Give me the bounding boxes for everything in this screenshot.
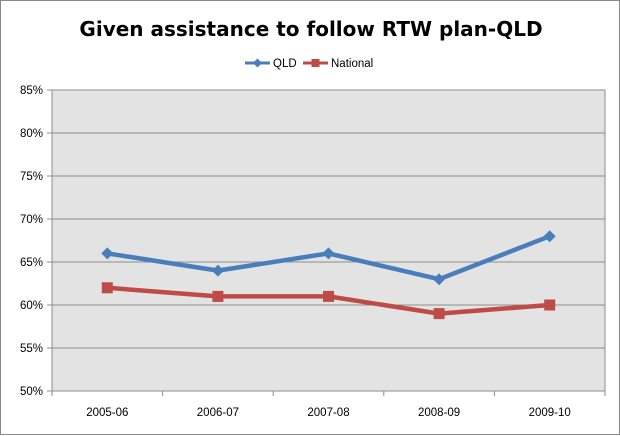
- series-qld: [101, 230, 556, 286]
- y-tick-label: 70%: [20, 214, 43, 226]
- y-tick-label: 85%: [20, 85, 43, 97]
- y-axis: 50% 55% 60% 65% 70% 75% 80% 85%: [20, 85, 52, 398]
- x-tick-label: 2008-09: [418, 407, 460, 419]
- x-tick-label: 2006-07: [197, 407, 239, 419]
- y-tick-label: 50%: [20, 386, 43, 398]
- qld-data-point: [101, 247, 114, 260]
- qld-data-point: [433, 273, 446, 286]
- x-axis: 2005-06 2006-07 2007-08 2008-09 2009-10: [51, 391, 606, 419]
- national-data-point: [433, 308, 445, 320]
- national-data-point: [544, 299, 556, 311]
- qld-data-point: [211, 264, 224, 277]
- qld-data-point: [322, 247, 335, 260]
- chart-title: Given assistance to follow RTW plan-QLD: [79, 17, 542, 41]
- legend-item-national: National: [303, 58, 373, 70]
- y-tick-label: 60%: [20, 300, 43, 312]
- gridlines: [52, 132, 605, 349]
- series-national: [101, 282, 556, 320]
- national-data-point: [323, 290, 334, 302]
- national-data-point: [212, 290, 224, 302]
- y-tick-label: 80%: [20, 128, 43, 140]
- y-tick-label: 55%: [20, 343, 43, 355]
- y-tick-label: 75%: [20, 171, 43, 183]
- legend-marker: [253, 58, 262, 68]
- x-tick-label: 2007-08: [307, 407, 349, 419]
- legend-label: QLD: [273, 58, 297, 70]
- x-tick-label: 2009-10: [529, 407, 571, 419]
- qld-data-point: [543, 230, 556, 243]
- series-layer: [101, 230, 556, 320]
- legend: QLD National: [245, 58, 373, 70]
- x-tick-label: 2005-06: [86, 407, 128, 419]
- y-tick-label: 65%: [20, 257, 43, 269]
- legend-item-qld: QLD: [245, 58, 297, 70]
- legend-marker: [311, 59, 320, 67]
- legend-label: National: [331, 58, 373, 70]
- plot-area: [51, 89, 606, 392]
- national-data-point: [101, 282, 113, 294]
